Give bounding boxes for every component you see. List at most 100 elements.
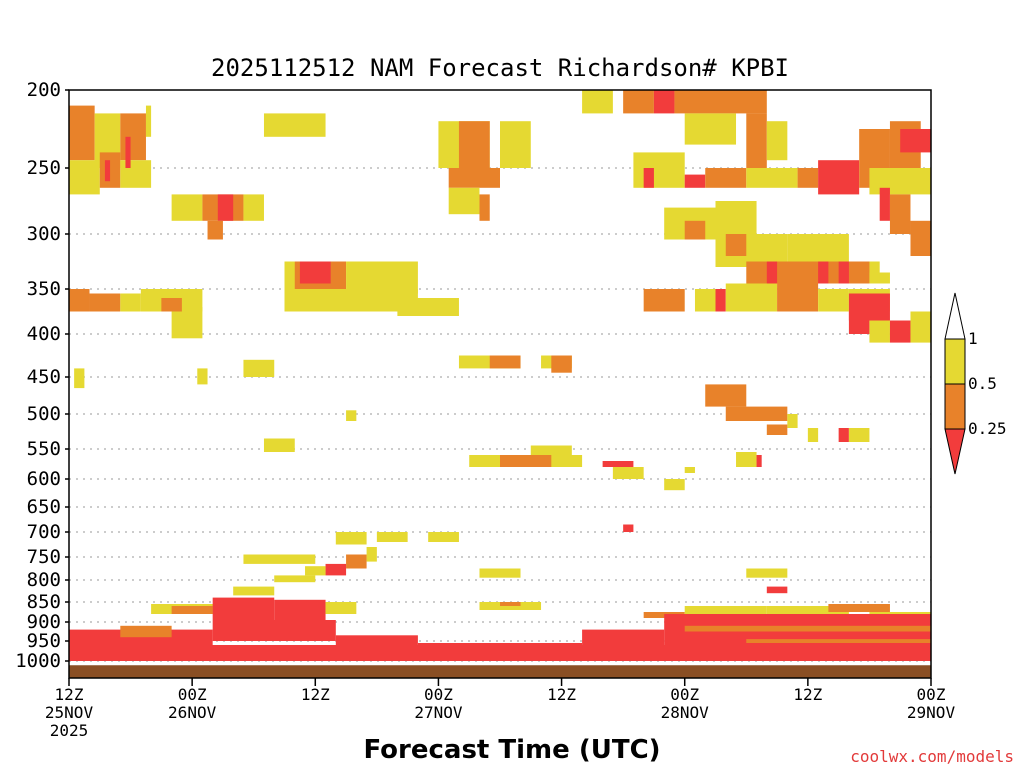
legend-label-0.25: 0.25 <box>968 419 1007 438</box>
ri-cell-orange <box>489 355 521 369</box>
ri-cell-yellow <box>818 289 849 312</box>
ri-cell-orange <box>120 113 146 161</box>
ri-cell-yellow <box>346 261 418 294</box>
ri-cell-orange <box>161 298 182 312</box>
ri-cell-red <box>623 524 634 532</box>
ri-cell-yellow <box>715 201 757 234</box>
legend-arrow-bottom <box>944 428 966 475</box>
y-tick-label-450: 450 <box>27 366 61 388</box>
ri-cell-red <box>643 168 654 188</box>
ri-cell-orange <box>705 168 747 188</box>
ri-cell-yellow <box>869 272 890 284</box>
ri-cell-orange <box>777 283 819 312</box>
ri-cell-orange <box>479 194 490 221</box>
y-tick-label-900: 900 <box>27 611 61 633</box>
ri-cell-orange <box>725 234 747 256</box>
x-tick-label-7-0: 00Z <box>917 685 946 704</box>
ri-cell-yellow <box>694 289 716 312</box>
ri-cell-yellow <box>766 121 788 161</box>
ri-cell-yellow <box>243 194 264 221</box>
ri-cell-red <box>417 643 583 655</box>
ri-cell-orange <box>120 625 172 638</box>
ri-cell-yellow <box>787 234 849 262</box>
ri-cell-yellow <box>74 368 85 389</box>
ri-cell-orange <box>807 261 870 284</box>
ri-cell-orange <box>69 289 90 312</box>
ri-cell-yellow <box>479 568 521 578</box>
ri-cell-red <box>602 461 634 467</box>
legend-band-yellow <box>944 338 966 385</box>
x-tick-label-3-1: 27NOV <box>414 703 463 722</box>
ri-cell-yellow <box>910 311 931 343</box>
y-tick-label-750: 750 <box>27 546 61 568</box>
x-tick-label-2-0: 12Z <box>301 685 330 704</box>
ri-cell-red <box>900 129 931 153</box>
ri-cell-yellow <box>120 293 141 312</box>
ri-cell-red <box>848 311 870 334</box>
ri-cell-yellow <box>736 452 757 467</box>
y-tick-label-850: 850 <box>27 591 61 613</box>
ri-cell-red <box>766 586 788 594</box>
x-tick-label-6-0: 12Z <box>793 685 822 704</box>
ri-cell-yellow <box>120 160 152 188</box>
y-tick-label-800: 800 <box>27 569 61 591</box>
ri-cell-orange <box>910 220 931 256</box>
ri-cell-yellow <box>243 554 316 564</box>
ri-cell-yellow <box>664 479 685 491</box>
ri-cell-yellow <box>869 320 890 343</box>
ri-cell-yellow <box>684 467 695 473</box>
y-tick-label-1000: 1000 <box>15 650 61 672</box>
ri-cell-orange <box>69 105 95 161</box>
ri-cell-yellow <box>346 410 357 421</box>
ri-cell-orange <box>99 152 121 188</box>
ri-cell-yellow <box>171 194 203 221</box>
ri-cell-yellow <box>305 566 326 576</box>
ri-cell-orange <box>705 384 747 407</box>
ri-cell-orange <box>448 168 500 188</box>
x-tick-label-4-0: 12Z <box>547 685 576 704</box>
ri-cell-yellow <box>582 90 613 114</box>
ri-cell-yellow <box>397 298 459 316</box>
ri-cell-yellow <box>243 359 275 377</box>
ri-cell-red <box>325 563 347 576</box>
heatmap-cells <box>69 90 931 678</box>
ri-cell-yellow <box>171 307 203 339</box>
ri-cell-red <box>335 635 418 647</box>
ri-cell-yellow <box>69 160 100 195</box>
ri-cell-orange <box>725 406 788 421</box>
legend-band-orange <box>944 383 966 430</box>
ri-cell-yellow <box>428 532 459 542</box>
ri-cell-red <box>212 597 275 620</box>
ri-cell-orange <box>746 639 931 643</box>
y-tick-label-300: 300 <box>27 223 61 245</box>
ri-cell-yellow <box>684 113 737 145</box>
chart-title: 2025112512 NAM Forecast Richardson# KPBI <box>211 54 789 82</box>
ri-cell-red <box>879 187 890 221</box>
y-tick-label-950: 950 <box>27 630 61 652</box>
color-legend: 1 0.5 0.25 <box>944 292 1007 475</box>
ri-cell-yellow <box>612 467 644 479</box>
ri-cell-yellow <box>530 445 572 455</box>
ri-cell-yellow <box>848 428 870 442</box>
ri-cell-red <box>104 160 111 182</box>
ri-cell-yellow <box>325 602 357 614</box>
ri-cell-yellow <box>807 428 819 442</box>
ri-cell-orange <box>746 113 767 168</box>
y-tick-label-550: 550 <box>27 438 61 460</box>
ri-cell-red <box>684 174 706 188</box>
ri-cell-yellow <box>869 168 931 195</box>
ri-cell-yellow <box>633 152 685 188</box>
ri-cell-orange <box>797 168 819 188</box>
ri-cell-orange <box>684 625 931 632</box>
y-tick-label-650: 650 <box>27 496 61 518</box>
ri-cell-yellow <box>284 289 418 312</box>
x-axis-label: Forecast Time (UTC) <box>363 735 660 765</box>
ri-cell-ground <box>69 665 931 678</box>
ri-cell-yellow <box>263 113 326 137</box>
ri-cell-orange <box>171 606 213 614</box>
x-tick-label-5-1: 28NOV <box>661 703 710 722</box>
ri-cell-red <box>766 261 778 284</box>
ri-cell-yellow <box>725 283 778 312</box>
ri-cell-red <box>582 629 665 649</box>
